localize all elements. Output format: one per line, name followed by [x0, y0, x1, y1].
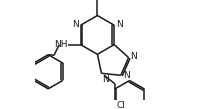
Text: NH: NH: [54, 40, 67, 49]
Text: N: N: [116, 20, 123, 29]
Text: N: N: [123, 71, 130, 80]
Text: N: N: [131, 52, 137, 61]
Text: Cl: Cl: [117, 101, 126, 109]
Text: N: N: [102, 75, 109, 84]
Text: N: N: [72, 20, 79, 29]
